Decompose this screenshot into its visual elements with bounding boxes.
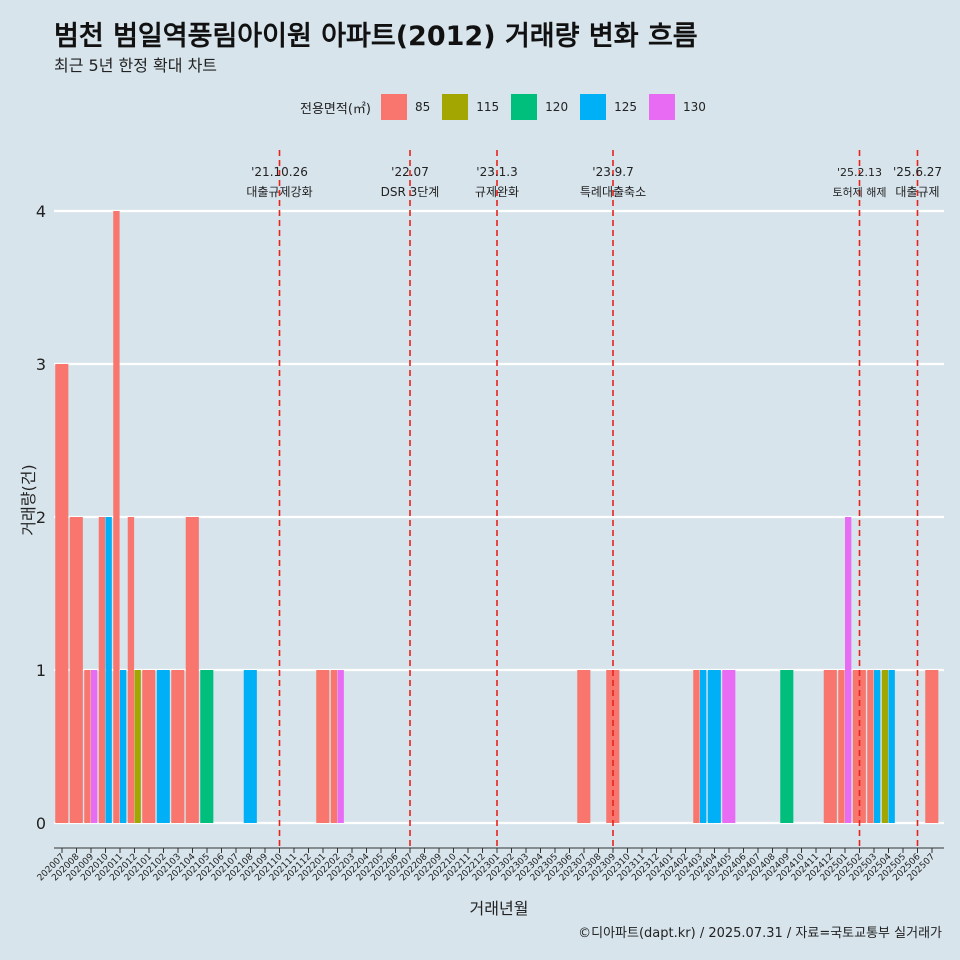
annotation-date: '22.07 bbox=[391, 165, 429, 179]
bar-202012-115 bbox=[134, 670, 141, 823]
bar-202009-130 bbox=[91, 670, 98, 823]
bar-202403-85 bbox=[693, 670, 700, 823]
y-tick-label: 4 bbox=[36, 202, 46, 221]
bar-202501-130 bbox=[845, 517, 852, 823]
legend-item-85: 85 bbox=[380, 94, 431, 120]
bar-202409-120 bbox=[780, 670, 794, 823]
annotation-label: 토허제 해제 bbox=[832, 185, 886, 199]
bar-202108-125 bbox=[243, 670, 257, 823]
bar-202010-125 bbox=[105, 517, 112, 823]
y-tick-label: 2 bbox=[36, 508, 46, 527]
chart-title: 범천 범일역풍림아이원 아파트(2012) 거래량 변화 흐름 bbox=[54, 21, 698, 52]
bar-202503-85 bbox=[867, 670, 874, 823]
x-axis-title: 거래년월 bbox=[470, 899, 529, 918]
legend-item-130: 130 bbox=[648, 94, 706, 120]
annotation-label: 규제완화 bbox=[475, 185, 519, 199]
legend-title: 전용면적(㎡) bbox=[300, 101, 371, 117]
bar-202412-85 bbox=[823, 670, 837, 823]
bar-202201-85 bbox=[316, 670, 330, 823]
annotation-date: '23.1.3 bbox=[476, 165, 517, 179]
bar-202009-85 bbox=[84, 670, 91, 823]
bar-202501-85 bbox=[838, 670, 845, 823]
legend-swatch-115 bbox=[442, 94, 469, 120]
annotation-label: 대출규제 bbox=[895, 185, 939, 199]
bar-202102-125 bbox=[156, 670, 170, 823]
annotation-label: DSR 3단계 bbox=[381, 185, 440, 199]
bar-202202-130 bbox=[337, 670, 344, 823]
legend: 전용면적(㎡) 85 115 120 125 130 bbox=[300, 93, 718, 121]
y-axis-title: 거래량(건) bbox=[19, 464, 38, 535]
bar-202309-85 bbox=[606, 670, 620, 823]
y-tick-label: 3 bbox=[36, 355, 46, 374]
legend-item-125: 125 bbox=[580, 94, 637, 120]
chart-subtitle: 최근 5년 한정 확대 차트 bbox=[54, 56, 218, 75]
legend-label-125: 125 bbox=[614, 100, 637, 114]
y-tick-label: 0 bbox=[36, 814, 46, 833]
chart-caption: ©디아파트(dapt.kr) / 2025.07.31 / 자료=국토교통부 실… bbox=[578, 926, 942, 941]
bar-202104-85 bbox=[185, 517, 199, 823]
legend-swatch-130 bbox=[648, 94, 675, 120]
annotation-date: '25.6.27 bbox=[893, 165, 942, 179]
bar-202103-85 bbox=[171, 670, 185, 823]
bar-202502-85 bbox=[852, 670, 866, 823]
bar-202405-130 bbox=[722, 670, 736, 823]
annotation-label: 대출규제강화 bbox=[246, 185, 312, 199]
bar-202012-85 bbox=[127, 517, 135, 823]
bar-202011-85 bbox=[113, 211, 120, 823]
bar-202503-125 bbox=[874, 670, 881, 823]
bar-202504-115 bbox=[881, 670, 889, 823]
bar-202202-85 bbox=[330, 670, 338, 823]
bar-202011-125 bbox=[120, 670, 127, 823]
legend-item-115: 115 bbox=[442, 94, 499, 120]
legend-label-115: 115 bbox=[476, 100, 500, 114]
annotation-date: '23.9.7 bbox=[592, 165, 633, 179]
bar-202307-85 bbox=[577, 670, 591, 823]
annotation-label: 특례대출축소 bbox=[580, 185, 646, 199]
legend-label-120: 120 bbox=[545, 100, 569, 114]
legend-swatch-125 bbox=[580, 94, 607, 120]
annotation-date: '21.10.26 bbox=[251, 165, 308, 179]
legend-swatch-85 bbox=[380, 94, 407, 120]
legend-swatch-120 bbox=[511, 94, 538, 120]
legend-item-120: 120 bbox=[511, 94, 568, 120]
bar-202403-125 bbox=[700, 670, 707, 823]
bar-202507-85 bbox=[925, 670, 939, 823]
bar-202504-125 bbox=[888, 670, 895, 823]
bar-202010-85 bbox=[98, 517, 106, 823]
bar-202101-85 bbox=[142, 670, 156, 823]
bar-202404-125 bbox=[707, 670, 721, 823]
bar-202008-85 bbox=[69, 517, 83, 823]
y-tick-label: 1 bbox=[36, 661, 46, 680]
annotation-date: '25.2.13 bbox=[837, 166, 882, 179]
legend-label-85: 85 bbox=[414, 100, 431, 114]
bar-202007-85 bbox=[55, 364, 69, 823]
bar-202105-120 bbox=[200, 670, 214, 823]
legend-label-130: 130 bbox=[682, 100, 706, 114]
